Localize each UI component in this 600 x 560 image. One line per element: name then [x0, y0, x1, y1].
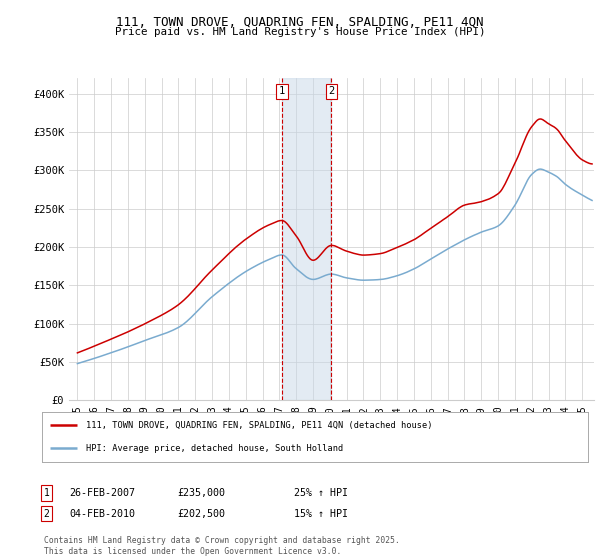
Text: £235,000: £235,000 — [177, 488, 225, 498]
Text: 04-FEB-2010: 04-FEB-2010 — [69, 508, 135, 519]
Text: 2: 2 — [44, 508, 50, 519]
Text: 1: 1 — [44, 488, 50, 498]
Text: 1: 1 — [279, 86, 285, 96]
Text: £202,500: £202,500 — [177, 508, 225, 519]
Text: 15% ↑ HPI: 15% ↑ HPI — [294, 508, 348, 519]
Text: 26-FEB-2007: 26-FEB-2007 — [69, 488, 135, 498]
Bar — [282, 78, 331, 400]
Text: Price paid vs. HM Land Registry's House Price Index (HPI): Price paid vs. HM Land Registry's House … — [115, 27, 485, 37]
Text: 111, TOWN DROVE, QUADRING FEN, SPALDING, PE11 4QN (detached house): 111, TOWN DROVE, QUADRING FEN, SPALDING,… — [86, 421, 432, 430]
Text: 2: 2 — [328, 86, 334, 96]
Text: 111, TOWN DROVE, QUADRING FEN, SPALDING, PE11 4QN: 111, TOWN DROVE, QUADRING FEN, SPALDING,… — [116, 16, 484, 29]
Text: HPI: Average price, detached house, South Holland: HPI: Average price, detached house, Sout… — [86, 444, 343, 453]
Text: 25% ↑ HPI: 25% ↑ HPI — [294, 488, 348, 498]
Text: Contains HM Land Registry data © Crown copyright and database right 2025.
This d: Contains HM Land Registry data © Crown c… — [44, 536, 400, 556]
